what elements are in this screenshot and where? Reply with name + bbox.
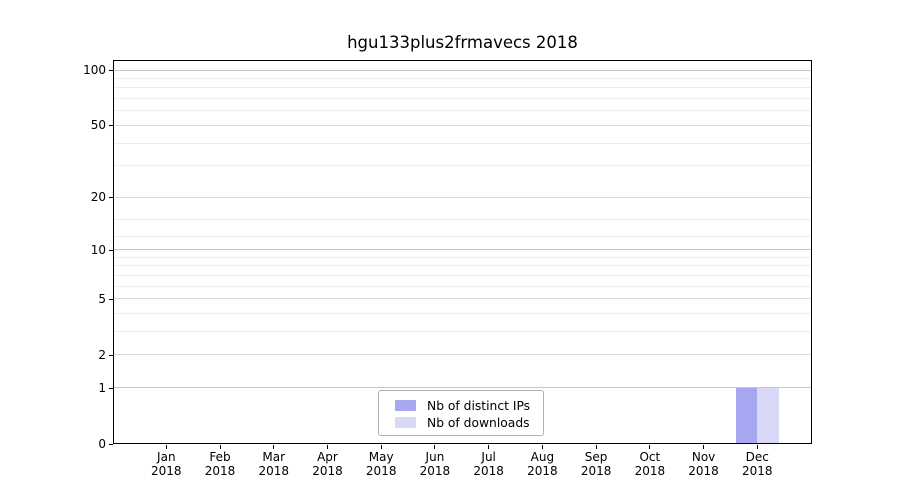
year-label: 2018 [204, 463, 236, 478]
x-axis-tick-label: Mar 2018 [244, 450, 304, 478]
x-axis-tick [326, 445, 328, 449]
x-axis-tick-label: Nov 2018 [674, 450, 734, 478]
y-axis-tick [109, 444, 113, 445]
minor-gridline [113, 285, 812, 287]
y-axis-tick [109, 70, 113, 71]
y-axis-tick [109, 125, 113, 127]
month-label: Mar [262, 450, 286, 464]
y-axis-tick [109, 387, 113, 389]
month-label: Jul [481, 450, 496, 464]
legend: Nb of distinct IPs Nb of downloads [378, 390, 544, 436]
y-axis-tick [109, 354, 113, 356]
x-axis-tick-label: Jun 2018 [405, 450, 465, 478]
year-label: 2018 [258, 463, 290, 478]
minor-gridline [113, 235, 812, 237]
month-label: Feb [209, 450, 231, 464]
chart-title: hgu133plus2frmavecs 2018 [347, 33, 578, 52]
minor-gridline [113, 256, 812, 258]
x-axis-tick [649, 445, 651, 449]
plot-area [113, 60, 812, 444]
x-axis-tick-label: Sep 2018 [566, 450, 626, 478]
minor-gridline [113, 110, 812, 112]
x-axis-tick [541, 445, 543, 449]
y-axis-tick-label: 2 [98, 347, 106, 362]
legend-item: Nb of downloads [395, 414, 543, 431]
y-axis-tick-label: 10 [90, 242, 106, 257]
month-label: May [368, 450, 394, 464]
minor-gridline [113, 274, 812, 276]
x-axis-tick [703, 445, 705, 449]
year-label: 2018 [634, 463, 666, 478]
legend-item: Nb of distinct IPs [395, 397, 543, 414]
month-label: Aug [530, 450, 555, 464]
year-label: 2018 [365, 463, 397, 478]
year-label: 2018 [419, 463, 451, 478]
bar-dec-distinct-ips [735, 387, 758, 444]
year-label: 2018 [151, 463, 182, 478]
y-axis-tick-label: 50 [90, 118, 106, 133]
y-axis-tick-label: 0 [98, 437, 106, 451]
y-axis-tick-label: 5 [98, 291, 106, 306]
month-label: Sep [584, 450, 608, 464]
year-label: 2018 [742, 463, 773, 478]
x-axis-tick [380, 445, 382, 449]
x-axis-tick-label: May 2018 [351, 450, 411, 478]
minor-gridline [113, 142, 812, 144]
x-axis-tick [756, 445, 758, 449]
x-axis-tick [273, 445, 275, 449]
month-label: Jun [425, 450, 445, 464]
major-gridline [113, 354, 812, 356]
year-label: 2018 [688, 463, 719, 478]
minor-gridline [113, 265, 812, 267]
major-gridline [113, 124, 812, 126]
year-label: 2018 [580, 463, 612, 478]
year-label: 2018 [312, 463, 343, 478]
x-axis-tick [219, 445, 221, 449]
y-axis-tick-label: 20 [90, 190, 106, 205]
month-label: Oct [639, 450, 661, 464]
major-gridline [113, 387, 812, 389]
bar-dec-downloads [757, 387, 779, 444]
major-gridline [113, 69, 812, 71]
minor-gridline [113, 87, 812, 89]
x-axis-tick-label: Apr 2018 [297, 450, 357, 478]
minor-gridline [113, 165, 812, 167]
y-axis-tick [109, 249, 113, 251]
x-axis-tick-label: Dec 2018 [727, 450, 787, 478]
y-axis-tick [109, 298, 113, 300]
x-axis-tick [595, 445, 597, 449]
minor-gridline [113, 331, 812, 333]
x-axis-tick [165, 445, 167, 449]
x-axis-tick [434, 445, 436, 449]
legend-label: Nb of distinct IPs [427, 398, 531, 413]
major-gridline [113, 196, 812, 198]
legend-label: Nb of downloads [427, 415, 530, 430]
minor-gridline [113, 98, 812, 100]
x-axis-tick-label: Aug 2018 [512, 450, 572, 478]
minor-gridline [113, 77, 812, 79]
downloads-swatch [395, 417, 416, 428]
x-axis-tick-label: Jan 2018 [136, 450, 196, 478]
x-axis-tick-label: Oct 2018 [620, 450, 680, 478]
major-gridline [113, 298, 812, 300]
distinct-ips-swatch [395, 400, 416, 411]
month-label: Dec [745, 450, 769, 464]
major-gridline [113, 249, 812, 251]
month-label: Nov [691, 450, 716, 464]
month-label: Apr [317, 450, 338, 464]
y-axis-tick-label: 1 [98, 380, 106, 395]
x-axis-tick [488, 445, 490, 449]
year-label: 2018 [527, 463, 558, 478]
minor-gridline [113, 313, 812, 315]
year-label: 2018 [473, 463, 504, 478]
y-axis-tick-label: 100 [83, 63, 106, 77]
y-axis-tick [109, 197, 113, 199]
minor-gridline [113, 218, 812, 220]
month-label: Jan [157, 450, 176, 464]
x-axis-tick-label: Jul 2018 [459, 450, 519, 478]
x-axis-tick-label: Feb 2018 [190, 450, 250, 478]
